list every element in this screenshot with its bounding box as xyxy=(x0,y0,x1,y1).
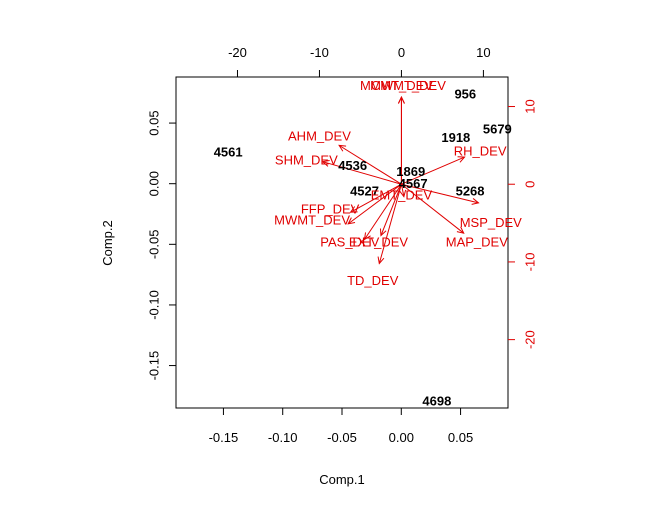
variable-label: MAP_DEV xyxy=(446,234,508,249)
x-tick-label: -0.05 xyxy=(327,430,357,445)
observation-label: 5679 xyxy=(483,122,512,137)
variable-labels-layer: MCMT_DEVMWMT_DEVAHM_DEVSHM_DEVRH_DEVMSP_… xyxy=(274,78,522,288)
variable-arrow xyxy=(377,184,402,265)
axes-layer: -0.15 -0.10 -0.05 0.00 0.05 -0.15 -0.10 -0.05 0.… xyxy=(147,45,538,445)
y-axis-label: Comp.2 xyxy=(100,220,115,266)
variable-label: PAS_DEV xyxy=(320,234,379,249)
arrow-shaft xyxy=(347,183,402,225)
arrow-head xyxy=(347,217,356,225)
arrow-head xyxy=(399,189,407,198)
top-tick-label: 10 xyxy=(476,45,490,60)
arrow-shaft xyxy=(322,161,402,185)
variable-arrow xyxy=(321,160,402,185)
x-axis-label: Comp.1 xyxy=(319,472,365,487)
variable-arrow xyxy=(338,144,402,185)
variable-label: MWMT_DEV xyxy=(274,213,350,228)
variable-label: MCMT_DEV xyxy=(360,78,433,93)
x-tick-label: 0.00 xyxy=(389,430,414,445)
observation-label: 4567 xyxy=(399,176,428,191)
variable-label: AHM_DEV xyxy=(288,129,351,144)
y-tick-label: -0.15 xyxy=(147,351,162,381)
y-tick-label: 0.00 xyxy=(147,171,162,196)
arrow-head xyxy=(379,228,387,237)
right-tick-label: 0 xyxy=(523,181,538,188)
variable-arrow xyxy=(347,183,402,225)
arrow-shaft xyxy=(401,183,479,204)
arrow-shaft xyxy=(380,184,402,236)
observation-label: 956 xyxy=(454,87,476,102)
variable-arrow xyxy=(397,96,405,185)
variable-label: EXT_DEV xyxy=(349,234,409,249)
arrow-head xyxy=(363,232,371,241)
arrow-shaft xyxy=(400,184,405,197)
variable-arrow xyxy=(401,183,480,205)
y-tick-label: 0.05 xyxy=(147,110,162,135)
arrow-shaft xyxy=(401,183,465,234)
arrow-head xyxy=(456,226,465,234)
observation-label: 1918 xyxy=(441,130,470,145)
variable-label: MWMT_DEV xyxy=(370,78,446,93)
arrow-shaft xyxy=(401,156,465,185)
variable-label: MSP_DEV xyxy=(460,215,522,230)
observation-label: 4698 xyxy=(422,393,451,408)
variable-arrow xyxy=(401,156,466,185)
observation-label: 4527 xyxy=(350,184,379,199)
arrow-shaft xyxy=(338,144,402,185)
right-tick-label: -20 xyxy=(523,330,538,349)
variable-arrow xyxy=(401,183,465,234)
x-tick-label: 0.05 xyxy=(448,430,473,445)
observation-label: 1869 xyxy=(396,164,425,179)
variable-arrow xyxy=(349,183,402,213)
observation-label: 4561 xyxy=(214,145,243,160)
arrow-shaft xyxy=(350,183,402,213)
arrow-head xyxy=(457,156,466,163)
observation-label: 5268 xyxy=(456,184,485,199)
variable-label: SHM_DEV xyxy=(275,153,338,168)
arrow-head xyxy=(338,144,347,152)
top-tick-label: -10 xyxy=(310,45,329,60)
variable-label: FFP_DEV xyxy=(301,202,360,217)
arrow-head xyxy=(397,96,405,104)
variable-arrow xyxy=(379,184,402,237)
variable-arrows-layer xyxy=(321,96,480,265)
variable-label: TD_DEV xyxy=(347,273,399,288)
variable-arrow xyxy=(363,183,402,241)
right-tick-label: -10 xyxy=(523,253,538,272)
x-tick-label: -0.10 xyxy=(268,430,298,445)
y-tick-label: -0.10 xyxy=(147,290,162,320)
arrow-shaft xyxy=(378,184,402,264)
arrow-head xyxy=(321,160,330,167)
arrow-head xyxy=(349,206,358,213)
variable-arrow xyxy=(399,184,407,198)
variable-label: EMT_DEV xyxy=(371,188,433,203)
arrow-shaft xyxy=(364,183,402,240)
top-tick-label: 0 xyxy=(398,45,405,60)
observation-label: 4536 xyxy=(338,158,367,173)
right-tick-label: 10 xyxy=(523,99,538,113)
x-tick-label: -0.15 xyxy=(209,430,239,445)
y-tick-label: -0.05 xyxy=(147,229,162,259)
top-tick-label: -20 xyxy=(228,45,247,60)
arrow-head xyxy=(471,198,480,205)
variable-label: RH_DEV xyxy=(454,143,507,158)
arrow-head xyxy=(377,256,385,265)
